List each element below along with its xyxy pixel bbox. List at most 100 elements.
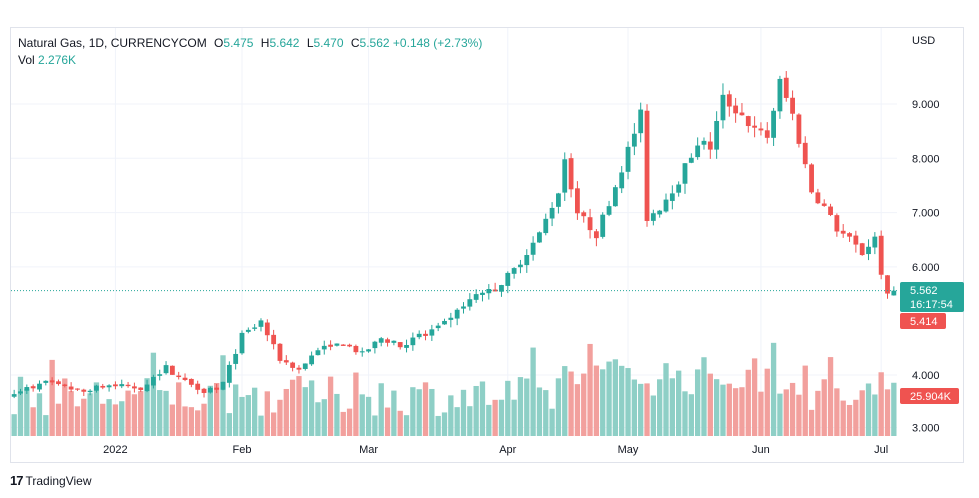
candle-body [214, 387, 220, 390]
candle-body [195, 383, 201, 390]
candle-body [150, 376, 156, 386]
volume-bar [707, 373, 713, 436]
previous-close-tag[interactable]: 5.414 [900, 313, 946, 329]
volume-bar [112, 404, 119, 436]
candle-body [233, 353, 239, 364]
candle-body [353, 345, 359, 353]
candle-body [106, 385, 112, 388]
volume-bar [473, 385, 479, 436]
volume-bar [36, 393, 43, 436]
candle-body [796, 114, 802, 144]
volume-bar [467, 406, 473, 436]
candle-body [676, 184, 682, 193]
volume-bar [43, 415, 49, 436]
candle-body [872, 236, 878, 248]
candle-body [347, 344, 352, 347]
candle-body [834, 215, 840, 232]
candle-body [467, 299, 473, 307]
candle-body [435, 325, 441, 329]
tradingview-logo[interactable]: 17 TradingView [10, 473, 92, 488]
volume-bar [581, 373, 587, 436]
candle-body [366, 349, 371, 352]
volume-bar [100, 403, 106, 436]
open-label: O [214, 36, 224, 50]
volume-bar [587, 343, 593, 436]
candle-body [752, 125, 758, 128]
volume-bar [631, 379, 638, 436]
candle-body [492, 289, 498, 292]
volume-bar [549, 408, 555, 436]
volume-bar [207, 385, 214, 436]
candle-body [182, 377, 188, 380]
low-label: L [306, 36, 314, 50]
volume-bar [878, 372, 884, 436]
volume-bar [163, 390, 169, 436]
candle-body [321, 345, 327, 350]
candle-body [543, 218, 549, 234]
volume-bar [353, 372, 359, 436]
candle-body [410, 337, 416, 346]
candle-body [454, 309, 460, 319]
volume-bar [144, 378, 150, 436]
candle-body [828, 206, 833, 215]
candle-body [524, 255, 530, 266]
candle-body [505, 272, 511, 286]
volume-bar [138, 391, 144, 436]
volume-bar [840, 400, 846, 436]
candle-body [695, 145, 701, 158]
price-tick-label: 6.000 [912, 262, 940, 274]
candle-body [669, 193, 675, 201]
volume-bar [62, 378, 68, 436]
volume-bar [372, 415, 378, 436]
candle-body [764, 130, 770, 138]
candle-body [100, 385, 106, 388]
candle-body [726, 94, 732, 107]
high-label: H [260, 36, 270, 50]
candle-body [378, 338, 384, 343]
volume-bar [150, 352, 157, 436]
candle-body [606, 206, 612, 215]
volume-bar [384, 407, 391, 436]
volume-bar [435, 415, 441, 436]
candle-body [75, 388, 80, 390]
volume-bar [498, 399, 505, 436]
close-label: C [350, 36, 360, 50]
volume-bar [220, 355, 226, 436]
candle-body [859, 243, 865, 256]
time-tick-label: Feb [233, 444, 252, 456]
candle-body [891, 290, 897, 296]
volume-value: 2.276K [38, 53, 77, 67]
volume-bar [859, 390, 865, 436]
volume-bar [796, 394, 802, 436]
candle-body [853, 235, 859, 245]
candle-body [619, 172, 625, 189]
candle-body [283, 360, 289, 363]
symbol-title[interactable]: Natural Gas, 1D, CURRENCYCOM [18, 36, 207, 50]
volume-bar [17, 376, 24, 436]
volume-bar [600, 369, 606, 436]
currency-label: USD [912, 35, 935, 47]
volume-bar [663, 363, 669, 436]
volume-bar [682, 391, 688, 436]
last-price-tag[interactable]: 5.562 16:17:54 [900, 282, 964, 312]
volume-bar [460, 389, 467, 436]
candle-body [878, 235, 884, 275]
candle-body [530, 242, 536, 255]
candle-body [49, 380, 55, 383]
candle-body [277, 343, 283, 361]
volume-bar [24, 388, 30, 436]
volume-bar [625, 368, 631, 436]
volume-bar [555, 378, 562, 436]
volume-bar [378, 383, 384, 436]
volume-bar [865, 383, 872, 436]
candle-body [518, 264, 523, 268]
time-tick-label: Jul [874, 444, 888, 456]
candle-body [821, 203, 827, 206]
volume-bar [593, 365, 600, 436]
volume-ma-tag[interactable]: 25.904K [900, 388, 959, 404]
candle-body [119, 384, 125, 387]
candle-body [391, 340, 397, 343]
candle-body [226, 364, 232, 383]
volume-bar [720, 384, 726, 436]
